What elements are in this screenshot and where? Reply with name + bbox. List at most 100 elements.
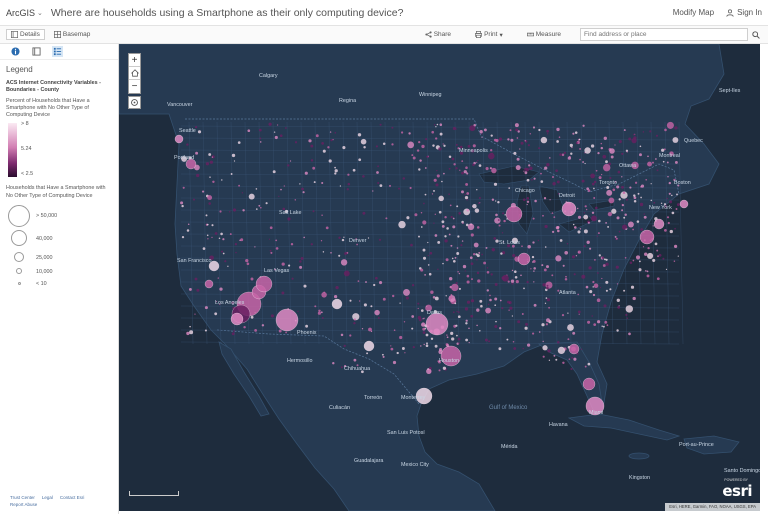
county-bubble[interactable] <box>248 193 255 200</box>
county-bubble[interactable] <box>439 123 443 126</box>
county-bubble[interactable] <box>564 250 569 255</box>
county-bubble[interactable] <box>442 143 444 145</box>
county-bubble[interactable] <box>312 166 316 170</box>
esri-logo[interactable]: esri <box>722 482 752 500</box>
county-bubble[interactable] <box>476 308 480 312</box>
county-bubble[interactable] <box>579 147 582 150</box>
county-bubble[interactable] <box>269 249 272 252</box>
county-bubble[interactable] <box>598 219 601 223</box>
county-bubble[interactable] <box>238 184 241 187</box>
county-bubble[interactable] <box>575 255 578 257</box>
county-bubble[interactable] <box>564 277 568 281</box>
county-bubble[interactable] <box>433 222 435 224</box>
county-bubble[interactable] <box>611 208 617 214</box>
county-bubble[interactable] <box>590 173 596 179</box>
county-bubble[interactable] <box>511 269 514 272</box>
county-bubble[interactable] <box>420 345 422 347</box>
county-bubble[interactable] <box>616 237 618 240</box>
county-bubble[interactable] <box>349 299 352 302</box>
county-bubble[interactable] <box>586 187 590 191</box>
county-bubble[interactable] <box>411 315 415 318</box>
county-bubble[interactable] <box>275 239 278 242</box>
county-bubble[interactable] <box>583 245 586 248</box>
county-bubble[interactable] <box>623 129 626 132</box>
county-bubble[interactable] <box>567 338 570 341</box>
county-bubble[interactable] <box>583 214 589 220</box>
county-bubble[interactable] <box>502 241 505 243</box>
county-bubble[interactable] <box>621 203 625 207</box>
county-bubble[interactable] <box>425 138 428 141</box>
county-bubble[interactable] <box>497 200 500 204</box>
county-bubble[interactable] <box>532 217 535 220</box>
county-bubble[interactable] <box>526 200 530 203</box>
county-bubble[interactable] <box>445 258 449 262</box>
county-bubble[interactable] <box>484 338 488 342</box>
county-bubble[interactable] <box>527 343 531 347</box>
county-bubble[interactable] <box>375 145 378 148</box>
county-bubble[interactable] <box>452 259 456 263</box>
county-bubble[interactable] <box>617 170 621 174</box>
county-bubble[interactable] <box>593 323 597 326</box>
county-bubble[interactable] <box>467 223 475 231</box>
county-bubble[interactable] <box>448 295 456 303</box>
county-bubble[interactable] <box>553 354 556 357</box>
county-bubble[interactable] <box>546 318 550 323</box>
county-bubble[interactable] <box>390 347 394 351</box>
county-bubble[interactable] <box>259 141 262 143</box>
county-bubble[interactable] <box>333 294 338 299</box>
county-bubble[interactable] <box>399 302 401 304</box>
county-bubble[interactable] <box>338 254 341 257</box>
county-bubble[interactable] <box>555 226 560 230</box>
county-bubble[interactable] <box>327 146 330 149</box>
county-bubble[interactable] <box>584 205 587 208</box>
county-bubble[interactable] <box>466 280 470 284</box>
county-bubble[interactable] <box>569 143 573 148</box>
county-bubble[interactable] <box>537 239 540 242</box>
county-bubble[interactable] <box>470 299 475 303</box>
county-bubble[interactable] <box>214 312 218 316</box>
county-bubble[interactable] <box>609 148 615 154</box>
county-bubble[interactable] <box>388 184 392 187</box>
county-bubble[interactable] <box>636 220 640 223</box>
county-bubble[interactable] <box>594 259 596 261</box>
county-bubble[interactable] <box>526 178 530 182</box>
county-bubble[interactable] <box>551 175 555 179</box>
county-bubble[interactable] <box>667 175 669 178</box>
county-bubble[interactable] <box>512 341 515 343</box>
county-bubble[interactable] <box>507 300 510 304</box>
county-bubble[interactable] <box>640 196 642 199</box>
search-input[interactable] <box>580 28 748 41</box>
county-bubble[interactable] <box>401 347 405 350</box>
county-bubble[interactable] <box>502 212 505 215</box>
county-bubble[interactable] <box>357 133 362 137</box>
county-bubble[interactable] <box>444 216 447 219</box>
county-bubble[interactable] <box>420 268 424 272</box>
county-bubble[interactable] <box>219 210 222 213</box>
county-bubble[interactable] <box>538 331 541 333</box>
county-bubble[interactable] <box>504 214 506 216</box>
county-bubble[interactable] <box>458 272 461 275</box>
county-bubble[interactable] <box>577 215 582 219</box>
county-bubble[interactable] <box>454 302 457 305</box>
county-bubble[interactable] <box>290 242 294 246</box>
county-bubble[interactable] <box>231 301 235 305</box>
county-bubble[interactable] <box>586 240 590 244</box>
metro-bubble[interactable] <box>204 279 214 289</box>
county-bubble[interactable] <box>462 222 464 224</box>
county-bubble[interactable] <box>478 164 482 167</box>
measure-button[interactable]: Measure <box>522 29 566 40</box>
county-bubble[interactable] <box>448 155 452 158</box>
county-bubble[interactable] <box>425 333 429 337</box>
county-bubble[interactable] <box>353 318 356 321</box>
county-bubble[interactable] <box>633 196 637 200</box>
zoom-in-button[interactable]: + <box>129 54 140 67</box>
county-bubble[interactable] <box>420 309 424 312</box>
county-bubble[interactable] <box>277 124 279 126</box>
county-bubble[interactable] <box>392 294 395 298</box>
county-bubble[interactable] <box>465 319 468 322</box>
county-bubble[interactable] <box>470 314 474 318</box>
county-bubble[interactable] <box>196 173 200 178</box>
county-bubble[interactable] <box>450 331 454 335</box>
county-bubble[interactable] <box>230 173 233 175</box>
county-bubble[interactable] <box>232 208 237 212</box>
